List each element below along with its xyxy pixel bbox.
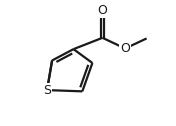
- Text: S: S: [43, 84, 51, 97]
- Text: O: O: [120, 42, 130, 55]
- Text: O: O: [98, 4, 107, 18]
